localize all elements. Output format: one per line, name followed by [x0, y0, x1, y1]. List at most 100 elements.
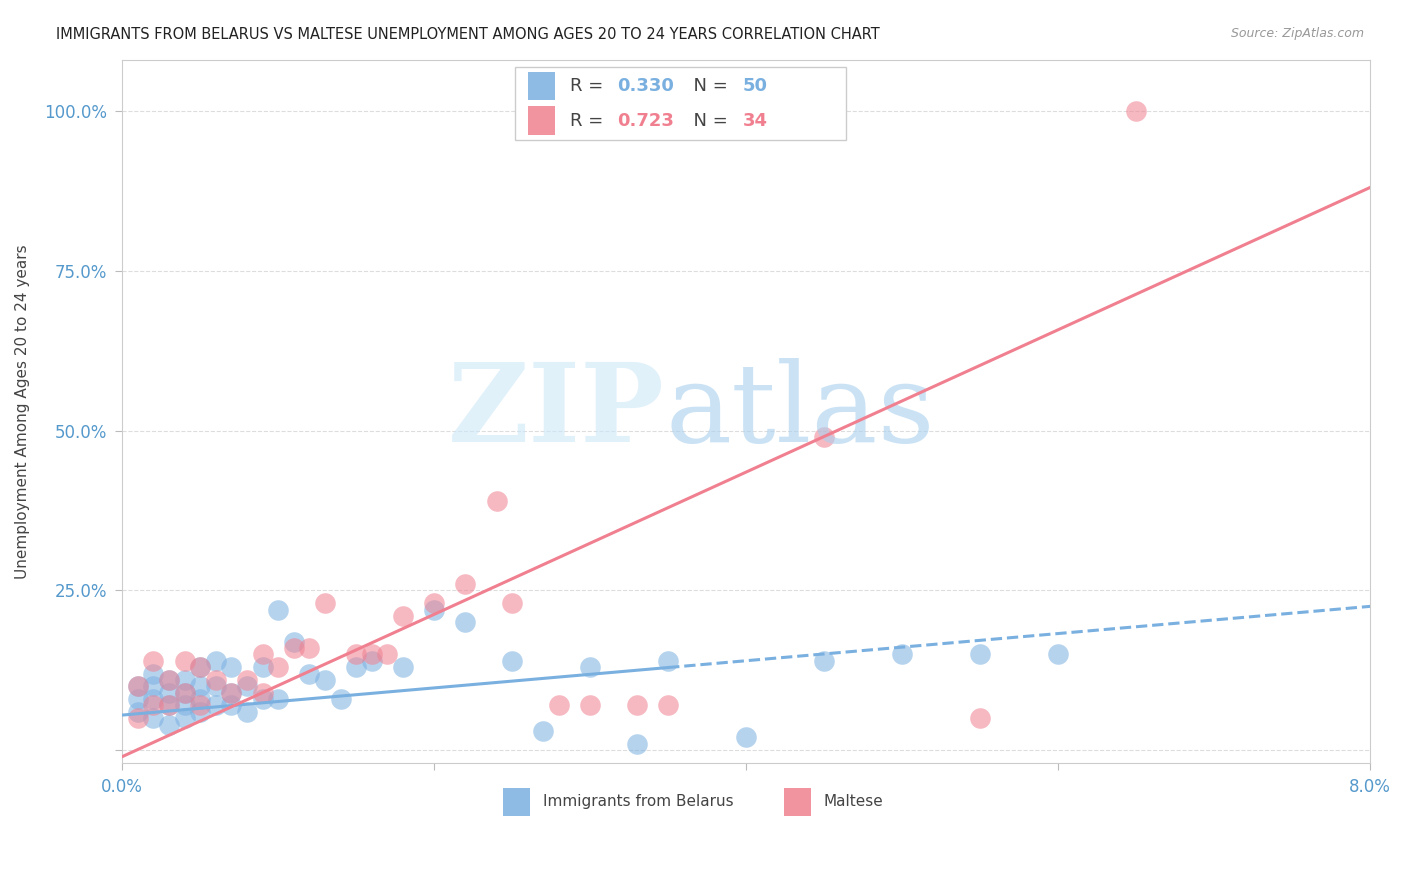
Point	[298, 666, 321, 681]
Point	[1125, 103, 1147, 118]
Point	[173, 686, 195, 700]
Point	[813, 654, 835, 668]
Text: 0.330: 0.330	[617, 77, 675, 95]
Point	[252, 686, 274, 700]
Text: N =: N =	[682, 112, 734, 129]
Point	[531, 724, 554, 739]
Point	[221, 686, 243, 700]
FancyBboxPatch shape	[515, 67, 846, 141]
Point	[173, 654, 195, 668]
Point	[314, 596, 336, 610]
Point	[579, 698, 602, 713]
Point	[142, 692, 165, 706]
Point	[157, 698, 180, 713]
Point	[142, 711, 165, 725]
Point	[267, 660, 290, 674]
Point	[454, 577, 477, 591]
Point	[204, 654, 226, 668]
Point	[173, 673, 195, 687]
Point	[252, 648, 274, 662]
Point	[221, 686, 243, 700]
Point	[344, 660, 367, 674]
Point	[236, 705, 259, 719]
Point	[173, 711, 195, 725]
Text: R =: R =	[571, 77, 609, 95]
Point	[1047, 648, 1070, 662]
Point	[283, 634, 305, 648]
Text: 50: 50	[742, 77, 768, 95]
Text: ZIP: ZIP	[449, 358, 665, 465]
Point	[204, 679, 226, 693]
Point	[548, 698, 571, 713]
Point	[142, 666, 165, 681]
Point	[344, 648, 367, 662]
Point	[236, 679, 259, 693]
Point	[188, 698, 211, 713]
Point	[501, 596, 523, 610]
Point	[252, 692, 274, 706]
Point	[501, 654, 523, 668]
Text: 0.723: 0.723	[617, 112, 675, 129]
FancyBboxPatch shape	[527, 71, 555, 100]
FancyBboxPatch shape	[783, 788, 811, 816]
Point	[454, 615, 477, 630]
Point	[157, 673, 180, 687]
Point	[188, 679, 211, 693]
Point	[252, 660, 274, 674]
Point	[157, 673, 180, 687]
Text: IMMIGRANTS FROM BELARUS VS MALTESE UNEMPLOYMENT AMONG AGES 20 TO 24 YEARS CORREL: IMMIGRANTS FROM BELARUS VS MALTESE UNEMP…	[56, 27, 880, 42]
Text: N =: N =	[682, 77, 734, 95]
Point	[142, 654, 165, 668]
Point	[360, 654, 382, 668]
Point	[157, 698, 180, 713]
Point	[485, 493, 508, 508]
Y-axis label: Unemployment Among Ages 20 to 24 years: Unemployment Among Ages 20 to 24 years	[15, 244, 30, 579]
Text: Immigrants from Belarus: Immigrants from Belarus	[543, 794, 734, 809]
Point	[142, 679, 165, 693]
Point	[392, 609, 415, 624]
Point	[127, 705, 149, 719]
Point	[188, 705, 211, 719]
Point	[969, 648, 991, 662]
Point	[188, 660, 211, 674]
Point	[626, 698, 648, 713]
Point	[891, 648, 914, 662]
FancyBboxPatch shape	[527, 106, 555, 135]
Point	[267, 602, 290, 616]
Text: R =: R =	[571, 112, 609, 129]
Point	[423, 596, 446, 610]
Point	[221, 698, 243, 713]
Point	[423, 602, 446, 616]
Text: Source: ZipAtlas.com: Source: ZipAtlas.com	[1230, 27, 1364, 40]
Text: Maltese: Maltese	[824, 794, 883, 809]
Point	[267, 692, 290, 706]
Point	[375, 648, 398, 662]
Point	[127, 711, 149, 725]
Point	[204, 673, 226, 687]
Point	[236, 673, 259, 687]
Point	[204, 698, 226, 713]
Point	[157, 686, 180, 700]
Point	[298, 640, 321, 655]
Point	[579, 660, 602, 674]
Point	[969, 711, 991, 725]
Text: 34: 34	[742, 112, 768, 129]
Point	[735, 731, 758, 745]
Text: atlas: atlas	[665, 358, 935, 465]
Point	[127, 692, 149, 706]
Point	[127, 679, 149, 693]
Point	[657, 698, 679, 713]
FancyBboxPatch shape	[503, 788, 530, 816]
Point	[173, 698, 195, 713]
Point	[188, 692, 211, 706]
Point	[221, 660, 243, 674]
Point	[314, 673, 336, 687]
Point	[283, 640, 305, 655]
Point	[392, 660, 415, 674]
Point	[142, 698, 165, 713]
Point	[127, 679, 149, 693]
Point	[813, 430, 835, 444]
Point	[657, 654, 679, 668]
Point	[626, 737, 648, 751]
Point	[157, 717, 180, 731]
